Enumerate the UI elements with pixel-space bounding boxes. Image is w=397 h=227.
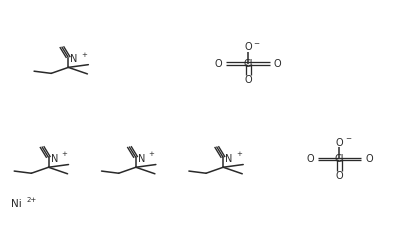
Text: +: + [148,151,154,157]
Text: N: N [225,153,233,163]
Text: N: N [50,153,58,163]
Text: O: O [244,75,252,85]
Text: Cl: Cl [243,59,253,69]
Text: O: O [215,59,222,69]
Text: N: N [138,153,145,163]
Text: +: + [61,151,67,157]
Text: O: O [335,171,343,181]
Text: O: O [335,138,343,148]
Text: Ni: Ni [11,199,22,209]
Text: −: − [345,136,351,142]
Text: O: O [244,42,252,52]
Text: −: − [254,41,260,47]
Text: O: O [365,154,373,164]
Text: Cl: Cl [335,154,344,164]
Text: 2+: 2+ [27,197,37,203]
Text: N: N [70,54,78,64]
Text: O: O [306,154,314,164]
Text: +: + [81,52,87,57]
Text: O: O [274,59,281,69]
Text: +: + [236,151,242,157]
